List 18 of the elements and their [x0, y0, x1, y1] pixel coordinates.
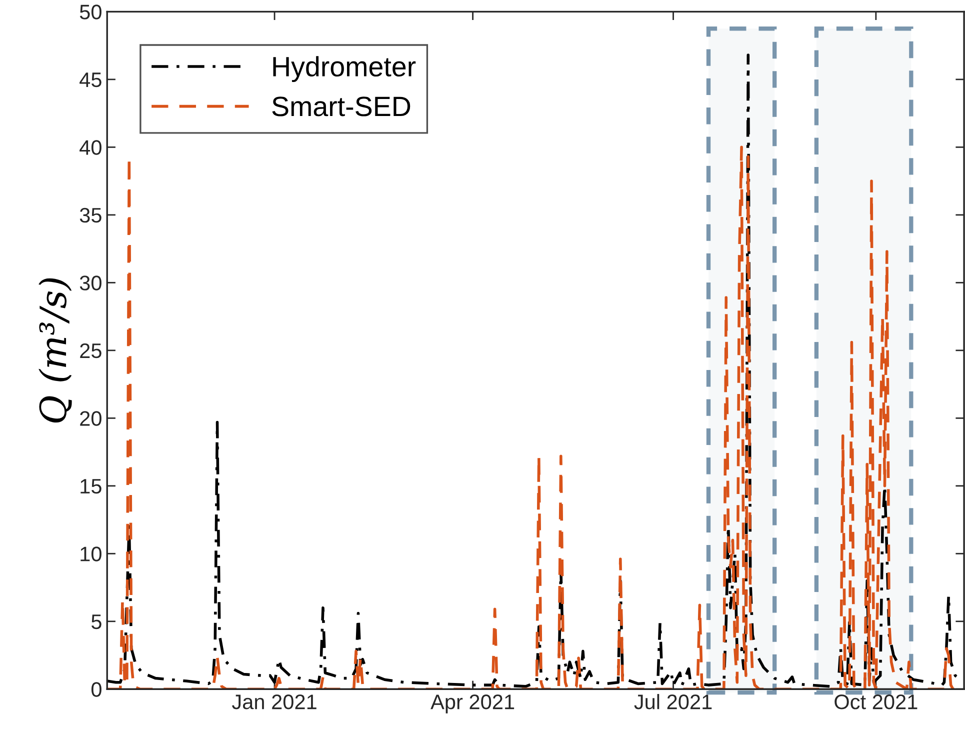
y-tick-label: 35	[80, 208, 102, 223]
y-tick-label: 50	[80, 4, 102, 20]
x-tick-label: Apr 2021	[430, 694, 514, 714]
y-tick-label: 5	[92, 614, 102, 630]
y-tick-label: 25	[80, 343, 102, 358]
legend-label: Smart-SED	[272, 96, 410, 116]
y-tick-label: 30	[80, 276, 102, 290]
y-tick-label: 0	[91, 682, 102, 697]
x-tick-label: Jan 2021	[232, 694, 316, 710]
y-tick-label: 20	[80, 411, 102, 426]
y-axis-title: Q (m³/s)	[38, 278, 72, 423]
y-tick-label: 15	[80, 479, 102, 494]
x-tick-label: Jul 2021	[634, 694, 712, 710]
legend-label: Hydrometer	[273, 56, 416, 82]
y-tick-label: 45	[80, 72, 102, 88]
y-tick-label: 40	[80, 140, 102, 155]
y-tick-label: 10	[80, 546, 102, 562]
x-tick-label: Oct 2021	[834, 694, 918, 710]
